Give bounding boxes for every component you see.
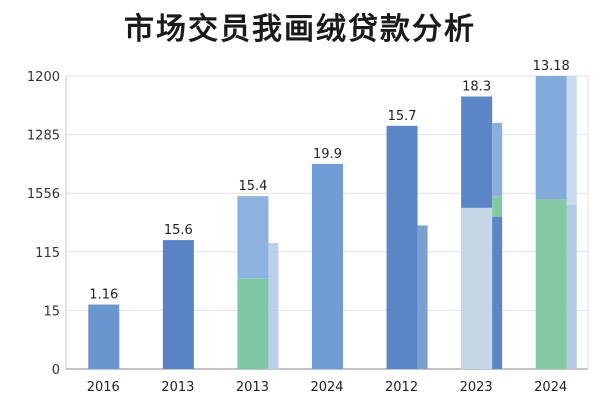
bar-value-label: 1.16 <box>89 288 118 303</box>
y-tick-label: 0 <box>52 363 60 378</box>
bar-segment <box>237 278 269 369</box>
y-tick-label: 115 <box>35 246 60 261</box>
x-tick-label: 2013 <box>236 380 269 395</box>
x-tick-label: 2024 <box>534 380 567 395</box>
bar-value-label: 13.18 <box>533 59 570 74</box>
x-tick-label: 2024 <box>310 380 343 395</box>
bar-segment <box>162 240 194 369</box>
y-tick-label: 1556 <box>27 187 60 202</box>
bar-segment <box>461 207 493 369</box>
bar-segment <box>535 199 567 369</box>
x-tick-label: 2016 <box>87 380 120 395</box>
bar-value-label: 15.6 <box>164 223 193 238</box>
bar-value-label: 18.3 <box>462 80 491 95</box>
bar-segment <box>492 196 503 217</box>
y-tick-label: 1200 <box>27 70 60 85</box>
bar-segment <box>492 122 503 197</box>
bar-value-label: 15.7 <box>388 109 417 124</box>
bar-segment <box>566 204 577 369</box>
y-tick-label: 1285 <box>27 129 60 144</box>
bar-segment <box>417 225 428 369</box>
chart-title: 市场交员我画绒贷款分析 <box>124 12 476 47</box>
bar-value-label: 19.9 <box>313 147 342 162</box>
x-tick-label: 2013 <box>161 380 194 395</box>
bar-segment <box>492 216 503 369</box>
bar-segment <box>268 243 279 369</box>
bar-value-label: 15.4 <box>238 179 267 194</box>
x-tick-label: 2012 <box>385 380 418 395</box>
bar-segment <box>461 96 493 208</box>
bar-segment <box>88 304 120 369</box>
bar-segment <box>237 196 269 279</box>
y-tick-label: 15 <box>43 304 60 319</box>
bar-segment <box>312 163 343 369</box>
bar-segment <box>566 76 577 205</box>
x-tick-label: 2023 <box>460 380 493 395</box>
bar-segment <box>386 125 418 369</box>
bar-segment <box>535 76 567 200</box>
